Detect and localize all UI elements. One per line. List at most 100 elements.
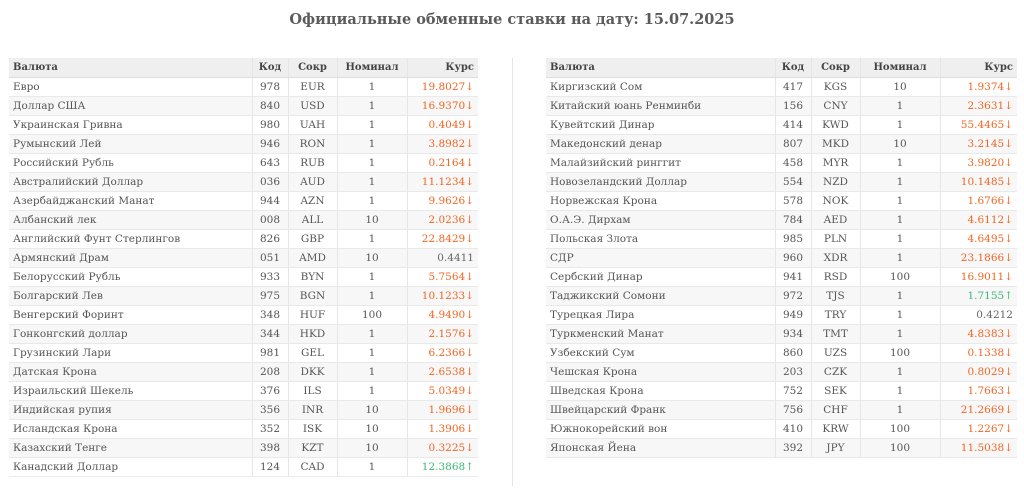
arrow-down-icon: ↓ [1004,233,1013,245]
arrow-down-icon: ↓ [1004,214,1013,226]
currency-code: 051 [251,248,288,268]
header-code: Код [251,58,288,78]
rate-value: 1.7663 [967,385,1005,397]
currency-code: 356 [251,400,288,420]
currency-rate: 4.8383↓ [939,324,1017,344]
table-row: Исландская Крона 352 ISK 10 1.3906↓ [9,419,478,439]
currency-nominal: 1 [336,286,407,306]
rate-value: 11.1234 [421,176,466,188]
currency-name: Азербайджанский Манат [9,191,252,211]
currency-nominal: 1 [859,153,940,173]
currency-abbr: UAH [287,115,337,135]
currency-rate: 21.2669↓ [939,400,1017,420]
currency-name: Японская Йена [546,438,775,458]
currency-nominal: 1 [859,229,940,249]
currency-nominal: 1 [336,77,407,97]
currency-abbr: KWD [810,115,860,135]
currency-rate: 11.1234↓ [406,172,478,192]
arrow-down-icon: ↓ [1004,252,1013,264]
currency-nominal: 1 [859,115,940,135]
currency-nominal: 1 [336,457,407,477]
currency-rate: 1.9696↓ [406,400,478,420]
arrow-down-icon: ↓ [1004,442,1013,454]
currency-abbr: TRY [810,305,860,325]
currency-name: Грузинский Лари [9,343,252,363]
table-row: Канадский Доллар 124 CAD 1 12.3868↑ [9,457,478,477]
currency-nominal: 1 [859,210,940,230]
currency-name: Исландская Крона [9,419,252,439]
table-row: Азербайджанский Манат 944 AZN 1 9.9626↓ [9,191,478,211]
currency-abbr: EUR [287,77,337,97]
currency-rate: 3.2145↓ [939,134,1017,154]
currency-code: 981 [251,343,288,363]
currency-code: 980 [251,115,288,135]
currency-rate: 19.8027↓ [406,77,478,97]
currency-code: 933 [251,267,288,287]
table-row: Швейцарский Франк 756 CHF 1 21.2669↓ [546,400,1017,420]
currency-nominal: 1 [859,381,940,401]
currency-abbr: PLN [810,229,860,249]
currency-code: 946 [251,134,288,154]
table-row: Грузинский Лари 981 GEL 1 6.2366↓ [9,343,478,363]
currency-abbr: TMT [810,324,860,344]
table-row: Южнокорейский вон 410 KRW 100 1.2267↓ [546,419,1017,439]
currency-code: 949 [774,305,811,325]
currency-rate: 0.3225↓ [406,438,478,458]
arrow-down-icon: ↓ [1004,347,1013,359]
rate-value: 4.6495 [967,233,1005,245]
currency-rate: 4.6112↓ [939,210,1017,230]
rate-value: 2.0236 [428,214,466,226]
rate-value: 4.9490 [428,309,466,321]
currency-abbr: NOK [810,191,860,211]
currency-abbr: UZS [810,343,860,363]
currency-nominal: 1 [859,324,940,344]
arrow-down-icon: ↓ [465,157,474,169]
currency-name: Польская Злота [546,229,775,249]
currency-rate: 2.3631↓ [939,96,1017,116]
currency-code: 840 [251,96,288,116]
rate-value: 3.8982 [428,138,466,150]
currency-name: Таджикский Сомони [546,286,775,306]
currency-code: 934 [774,324,811,344]
currency-code: 208 [251,362,288,382]
currency-nominal: 10 [336,419,407,439]
rate-value: 1.7155 [967,290,1005,302]
rate-value: 2.1576 [428,328,466,340]
currency-nominal: 1 [859,362,940,382]
currency-code: 398 [251,438,288,458]
currency-name: Румынский Лей [9,134,252,154]
rate-value: 9.9626 [428,195,466,207]
currency-abbr: AED [810,210,860,230]
arrow-down-icon: ↓ [465,366,474,378]
table-row: О.А.Э. Дирхам 784 AED 1 4.6112↓ [546,210,1017,230]
currency-nominal: 1 [859,191,940,211]
rate-value: 3.2145 [967,138,1005,150]
currency-abbr: HKD [287,324,337,344]
currency-abbr: GBP [287,229,337,249]
arrow-down-icon: ↓ [1004,404,1013,416]
currency-rate: 0.2164↓ [406,153,478,173]
currency-name: Канадский Доллар [9,457,252,477]
currency-rate: 22.8429↓ [406,229,478,249]
currency-rate: 0.4049↓ [406,115,478,135]
rate-value: 55.4465 [960,119,1005,131]
table-header-row: Валюта Код Сокр Номинал Курс [546,58,1017,78]
table-row: Малайзийский ринггит 458 MYR 1 3.9820↓ [546,153,1017,173]
rate-value: 22.8429 [421,233,466,245]
arrow-down-icon: ↓ [465,423,474,435]
currency-name: О.А.Э. Дирхам [546,210,775,230]
currency-rate: 10.1233↓ [406,286,478,306]
currency-abbr: AMD [287,248,337,268]
currency-code: 554 [774,172,811,192]
header-nominal: Номинал [336,58,407,78]
currency-name: Венгерский Форинт [9,305,252,325]
currency-code: 752 [774,381,811,401]
table-row: Японская Йена 392 JPY 100 11.5038↓ [546,438,1017,458]
currency-nominal: 1 [859,305,940,325]
rate-value: 1.9374 [967,81,1005,93]
currency-code: 941 [774,267,811,287]
currency-nominal: 1 [336,191,407,211]
currency-code: 985 [774,229,811,249]
arrow-down-icon: ↓ [465,100,474,112]
currency-name: Киргизский Сом [546,77,775,97]
